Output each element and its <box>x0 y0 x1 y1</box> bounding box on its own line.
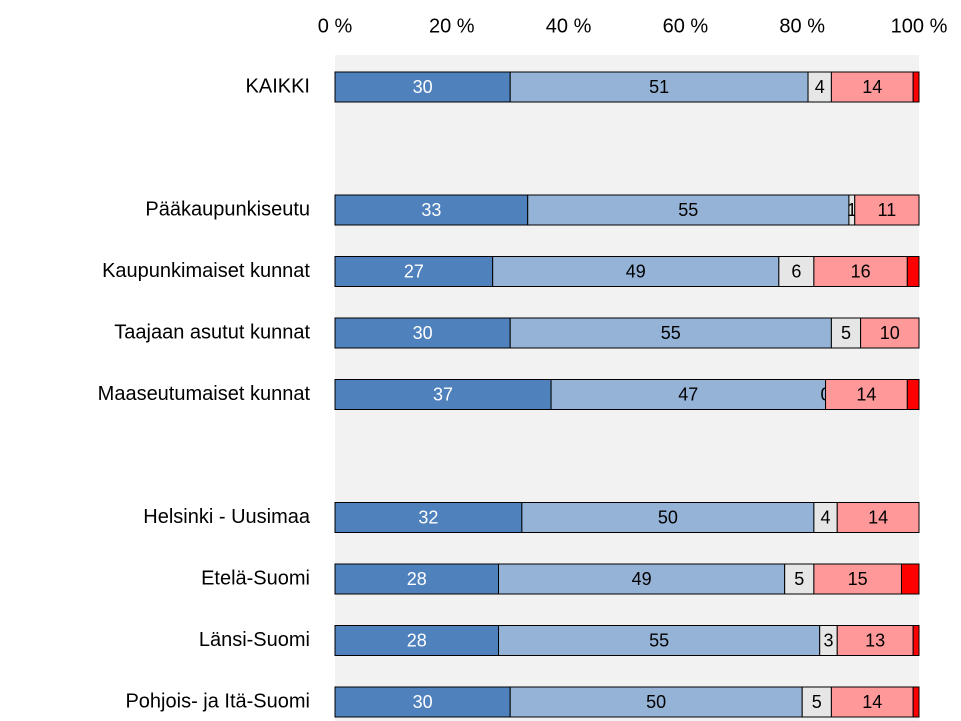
data-label: 1 <box>847 200 857 220</box>
data-label: 13 <box>865 630 885 650</box>
bar-segment <box>334 194 529 226</box>
bar-segment <box>527 194 850 226</box>
bar-segment <box>334 563 500 595</box>
data-label: 30 <box>413 77 433 97</box>
bar-segment <box>784 563 815 595</box>
data-label: 6 <box>791 261 801 281</box>
data-label: 5 <box>794 569 804 589</box>
bar-segment <box>906 379 920 410</box>
data-label: 3 <box>823 630 833 650</box>
data-label: 5 <box>812 692 822 712</box>
bar-segment <box>836 625 914 656</box>
category-label: Länsi-Suomi <box>199 629 310 651</box>
category-label: Pääkaupunkiseutu <box>145 198 310 220</box>
data-label: 32 <box>418 507 438 527</box>
bar-segment <box>860 317 920 349</box>
bar-segment <box>900 563 920 595</box>
bar-segment <box>334 379 552 410</box>
x-tick-label: 0 % <box>318 15 353 37</box>
data-label: 30 <box>413 692 433 712</box>
x-tick-label: 80 % <box>779 15 825 37</box>
bar-segment <box>509 317 832 349</box>
bar-segment <box>334 625 500 656</box>
data-label: 10 <box>880 323 900 343</box>
data-label: 16 <box>851 261 871 281</box>
bar-segment <box>334 256 494 287</box>
data-label: 30 <box>413 323 433 343</box>
bar-segment <box>334 317 511 349</box>
data-label: 14 <box>862 77 882 97</box>
data-label: 37 <box>433 384 453 404</box>
x-tick-label: 60 % <box>663 15 709 37</box>
data-label: 50 <box>646 692 666 712</box>
data-label: 14 <box>862 692 882 712</box>
bar-segment <box>334 71 511 103</box>
bar-segment <box>334 502 523 533</box>
data-label: 49 <box>626 261 646 281</box>
bar-segment <box>906 256 920 287</box>
bar-segment <box>836 502 920 533</box>
bar-segment <box>334 686 511 718</box>
bar-segment <box>813 563 902 595</box>
data-label: 28 <box>407 630 427 650</box>
data-label: 14 <box>868 507 888 527</box>
bar-segment <box>521 502 815 533</box>
x-tick-label: 40 % <box>546 15 592 37</box>
category-label: Taajaan asutut kunnat <box>114 321 310 343</box>
bar-segment <box>825 379 908 410</box>
category-label: Helsinki - Uusimaa <box>143 506 311 528</box>
x-tick-label: 20 % <box>429 15 475 37</box>
data-label: 5 <box>841 323 851 343</box>
bar-segment <box>778 256 815 287</box>
bar-segment <box>509 686 803 718</box>
category-label: Maaseutumaiset kunnat <box>98 383 311 405</box>
bar-segment <box>912 625 920 656</box>
bar-segment <box>854 194 920 226</box>
bar-segment <box>830 317 862 349</box>
data-label: 15 <box>848 569 868 589</box>
data-label: 55 <box>661 323 681 343</box>
data-label: 55 <box>678 200 698 220</box>
data-label: 51 <box>649 77 669 97</box>
data-label: 49 <box>632 569 652 589</box>
bar-segment <box>492 256 780 287</box>
data-label: 50 <box>658 507 678 527</box>
category-label: Pohjois- ja Itä-Suomi <box>125 690 310 712</box>
bar-segment <box>912 71 920 103</box>
data-label: 47 <box>678 384 698 404</box>
data-label: 11 <box>878 200 897 220</box>
data-label: 27 <box>404 261 424 281</box>
data-label: 4 <box>815 77 825 97</box>
data-label: 55 <box>649 630 669 650</box>
bar-segment <box>509 71 809 103</box>
category-label: KAIKKI <box>246 75 310 97</box>
data-label: 4 <box>821 507 831 527</box>
bar-segment <box>550 379 827 410</box>
category-label: Kaupunkimaiset kunnat <box>102 260 310 282</box>
data-label: 33 <box>421 200 441 220</box>
x-tick-label: 100 % <box>891 15 948 37</box>
bar-segment <box>912 686 920 718</box>
data-label: 28 <box>407 569 427 589</box>
data-label: 14 <box>856 384 876 404</box>
category-label: Etelä-Suomi <box>201 567 310 589</box>
bar-segment <box>498 563 786 595</box>
